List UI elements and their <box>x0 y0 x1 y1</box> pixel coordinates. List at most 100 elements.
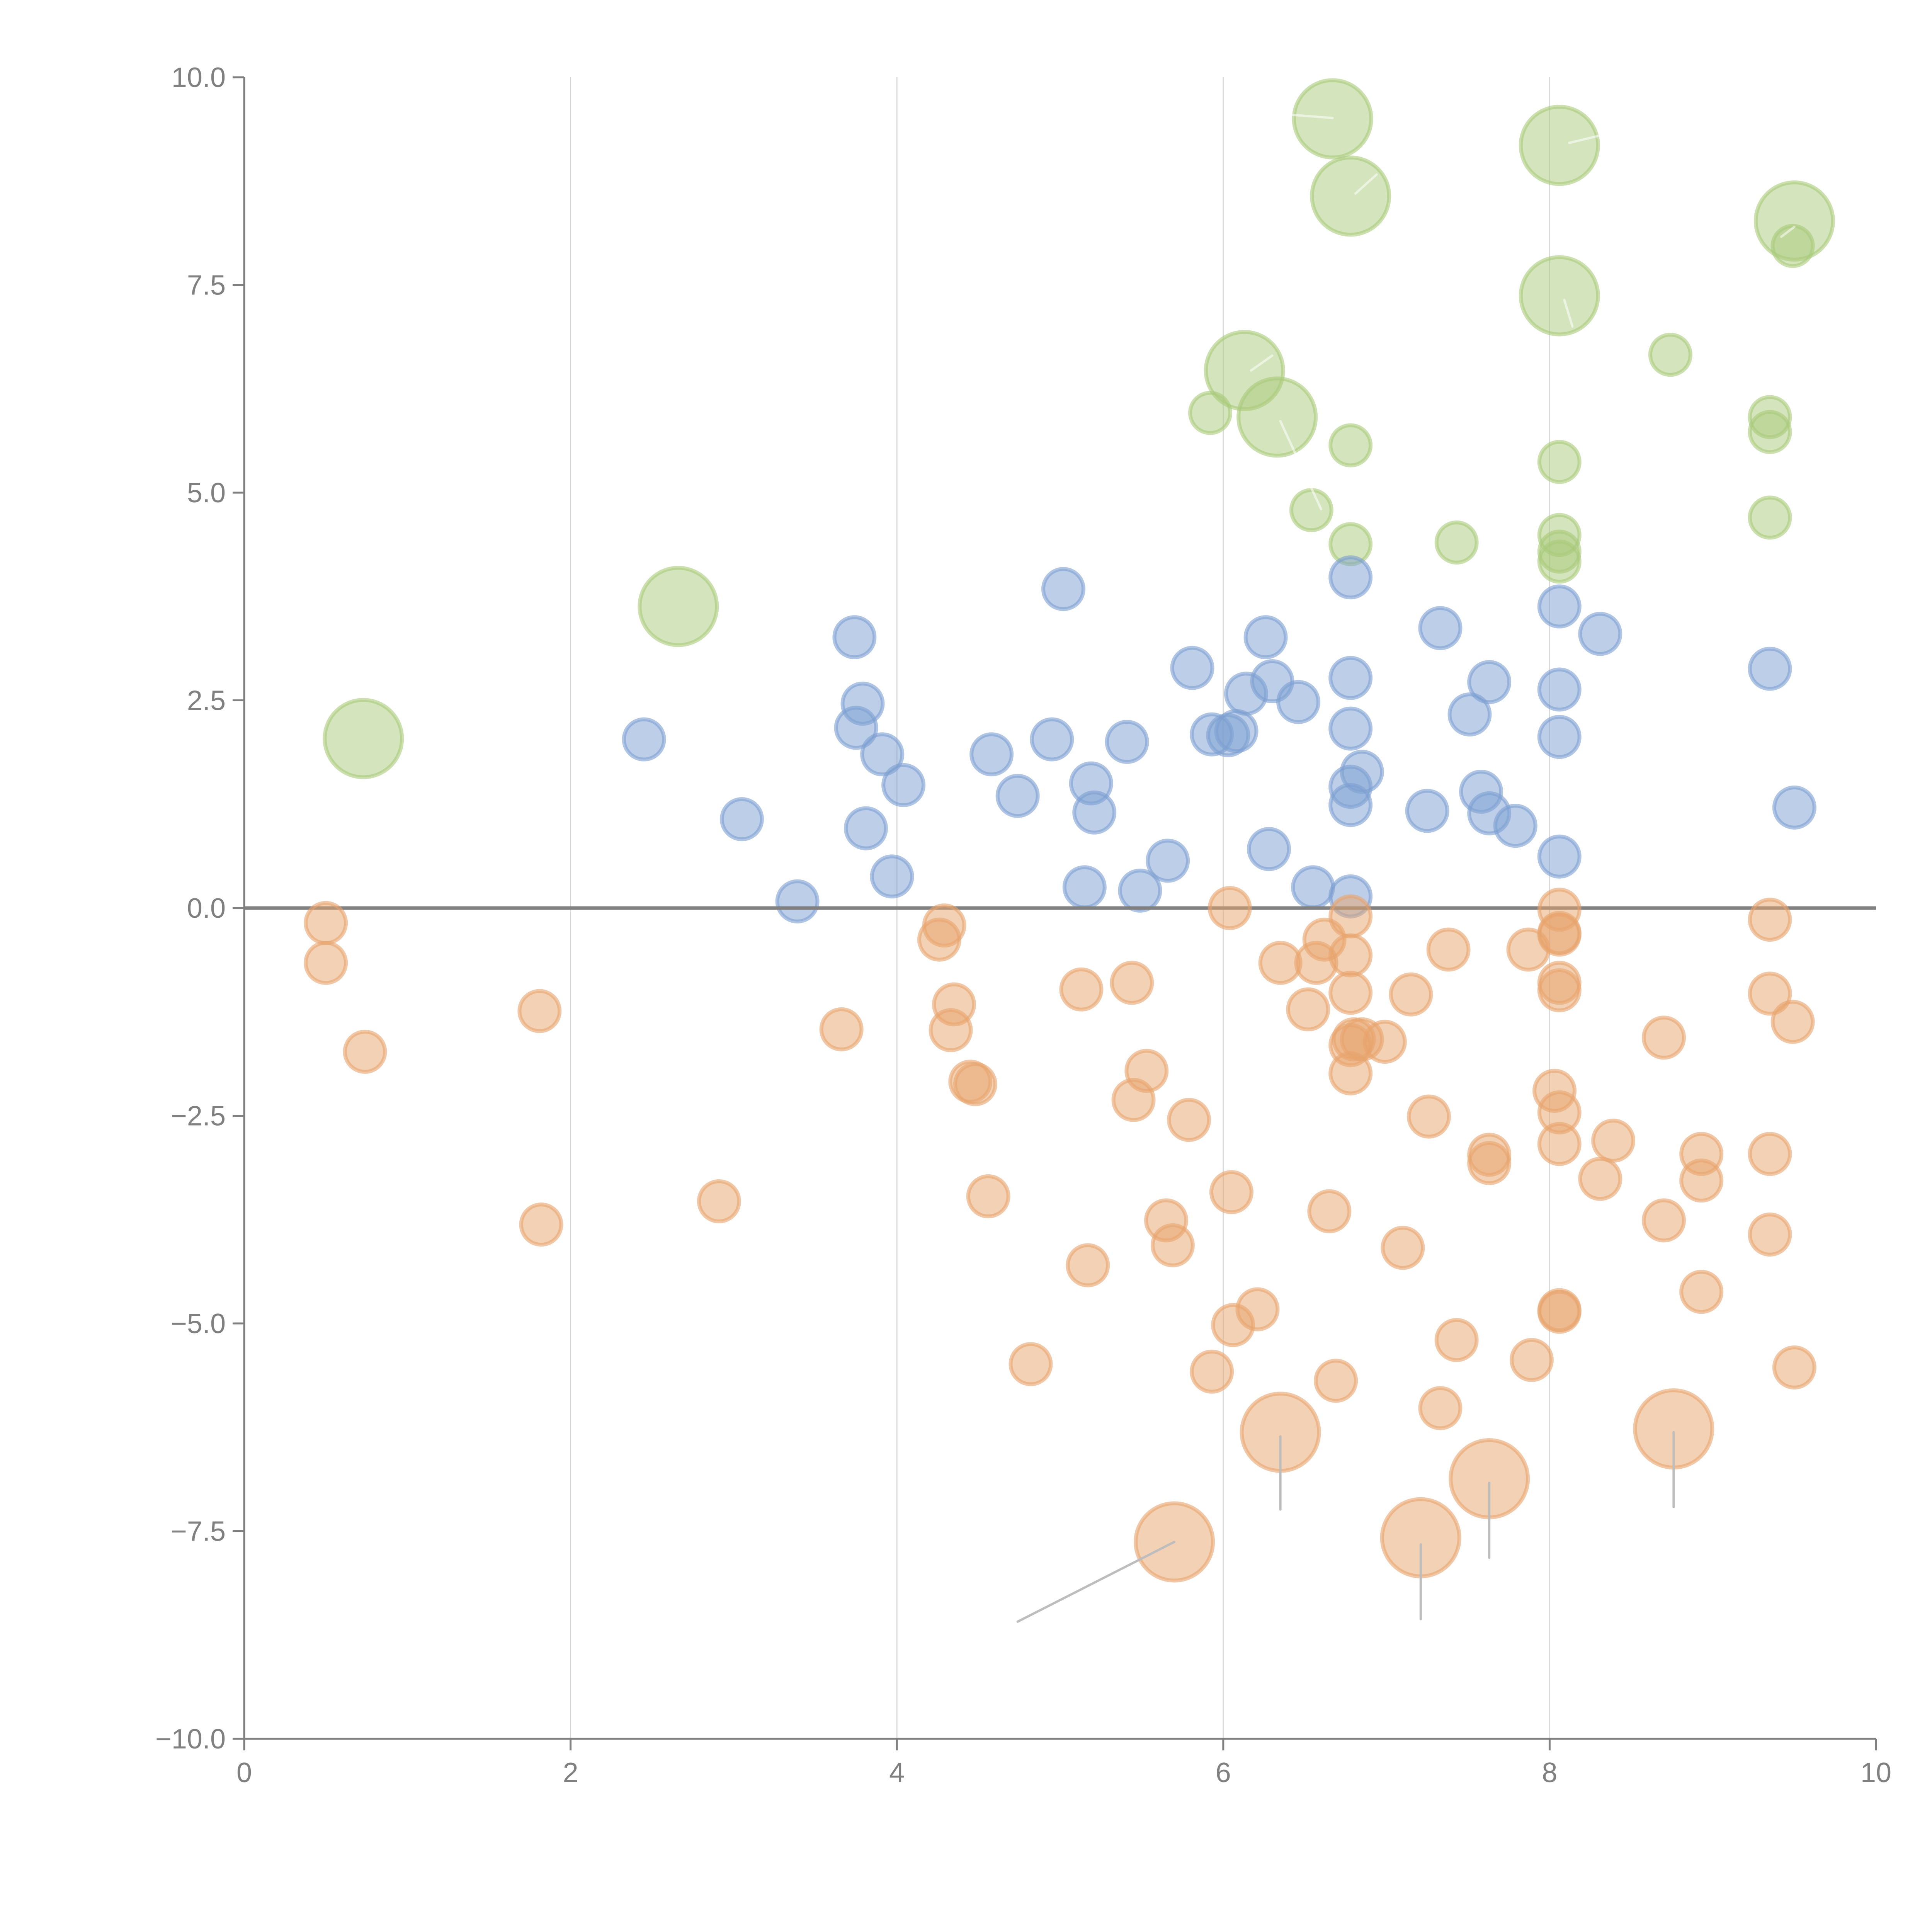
bubble-orange <box>1748 1212 1792 1257</box>
bubble-blue <box>1118 868 1162 913</box>
bubble-blue <box>1170 646 1214 690</box>
bubble-blue <box>870 854 914 899</box>
bubble-orange <box>1190 1349 1234 1394</box>
y-tick-label: −5.0 <box>171 1308 226 1339</box>
bubble-blue <box>844 806 888 850</box>
x-tick-label: 8 <box>1542 1757 1557 1788</box>
bubble-orange <box>1679 1270 1724 1314</box>
leader-line <box>1266 112 1334 119</box>
bubble-blue <box>1748 646 1792 691</box>
bubble-orange <box>1362 1020 1407 1064</box>
bubble-blue <box>1328 555 1373 600</box>
bubble-blue <box>1328 706 1373 751</box>
bubble-orange <box>1150 1223 1195 1267</box>
bubble-orange <box>1537 1289 1582 1334</box>
bubble-orange <box>1748 898 1792 942</box>
bubble-green <box>1748 410 1792 454</box>
bubble-blue <box>1146 838 1190 883</box>
bubble-green <box>1519 105 1600 186</box>
bubble-orange <box>929 1008 973 1053</box>
annotation-leader-lines <box>1016 112 1796 1623</box>
bubble-blue <box>1493 804 1537 848</box>
bubble-blue <box>1243 615 1288 660</box>
bubble-orange <box>1328 971 1373 1015</box>
bubble-orange <box>1328 894 1373 939</box>
bubble-orange <box>1679 1158 1724 1203</box>
bubble-blue <box>1537 715 1582 759</box>
bubble-orange <box>1167 1098 1211 1142</box>
bubble-blue <box>1214 709 1259 753</box>
bubble-green <box>1328 423 1373 468</box>
bubble-blue <box>1276 680 1321 724</box>
bubble-orange <box>304 901 348 945</box>
bubble-blue <box>1467 660 1512 704</box>
bubble-orange <box>1467 1141 1512 1185</box>
bubble-orange <box>517 989 562 1033</box>
bubble-orange <box>1209 1170 1253 1214</box>
bubble-orange <box>953 1062 997 1106</box>
bubble-blue <box>1041 567 1085 611</box>
y-tick-label: −2.5 <box>171 1101 226 1132</box>
bubble-blue <box>1247 827 1291 871</box>
leader-line <box>1016 1541 1176 1623</box>
bubble-green <box>1519 255 1600 337</box>
bubble-orange <box>1328 933 1373 978</box>
bubble-green <box>323 698 404 779</box>
bubble-orange <box>1591 1119 1636 1163</box>
bubble-green <box>1648 333 1692 377</box>
x-tick-label: 4 <box>889 1757 905 1788</box>
leader-line <box>1354 173 1378 195</box>
bubble-blue <box>1405 789 1449 833</box>
y-tick-label: 5.0 <box>187 478 226 509</box>
bubble-orange <box>1642 1198 1686 1243</box>
bubble-orange <box>1286 987 1330 1032</box>
bubble-blue <box>775 879 820 923</box>
leader-line <box>1279 420 1323 510</box>
bubble-blue <box>1537 667 1582 712</box>
bubble-orange <box>1314 1359 1358 1403</box>
bubble-blue <box>1772 785 1816 830</box>
bubble-orange <box>1770 1000 1815 1044</box>
y-tick-label: −10.0 <box>155 1724 226 1755</box>
bubble-green <box>1310 155 1391 237</box>
bubble-orange <box>1537 912 1582 957</box>
bubble-orange <box>1426 927 1471 972</box>
y-tick-label: 10.0 <box>172 62 226 93</box>
bubble-blue <box>1537 584 1582 629</box>
bubble-blue <box>720 797 764 841</box>
bubble-orange <box>697 1179 741 1223</box>
x-tick-label: 2 <box>563 1757 578 1788</box>
bubble-green <box>1188 391 1233 435</box>
bubble-orange <box>1406 1094 1451 1139</box>
y-tick-label: −7.5 <box>171 1516 226 1547</box>
bubble-orange <box>1208 886 1252 930</box>
bubble-orange <box>1434 1318 1479 1362</box>
series-blue <box>622 555 1816 923</box>
bubble-blue <box>1328 783 1373 827</box>
series-green <box>323 78 1835 779</box>
y-tick-label: 0.0 <box>187 893 226 924</box>
bubble-blue <box>1291 865 1335 910</box>
y-tick-label: 7.5 <box>187 270 226 301</box>
bubble-blue <box>1072 790 1117 835</box>
bubble-orange <box>1110 961 1154 1005</box>
bubble-green <box>1434 520 1479 565</box>
bubble-green <box>1289 488 1333 532</box>
bubble-orange <box>1418 1386 1463 1430</box>
bubble-blue <box>995 774 1040 818</box>
bubble-orange <box>1381 1226 1425 1270</box>
bubble-orange <box>343 1029 387 1074</box>
leader-line <box>1568 134 1602 144</box>
bubble-green <box>1537 440 1582 484</box>
bubble-blue <box>1328 656 1373 700</box>
bubble-blue <box>1578 612 1622 656</box>
bubble-orange <box>1642 1015 1686 1060</box>
bubble-orange <box>1009 1342 1053 1386</box>
bubble-blue <box>860 732 905 777</box>
bubble-orange <box>519 1202 563 1247</box>
bubble-blue <box>832 615 877 660</box>
leader-line <box>1563 299 1574 328</box>
x-tick-label: 6 <box>1216 1757 1231 1788</box>
bubble-orange <box>1124 1049 1169 1093</box>
